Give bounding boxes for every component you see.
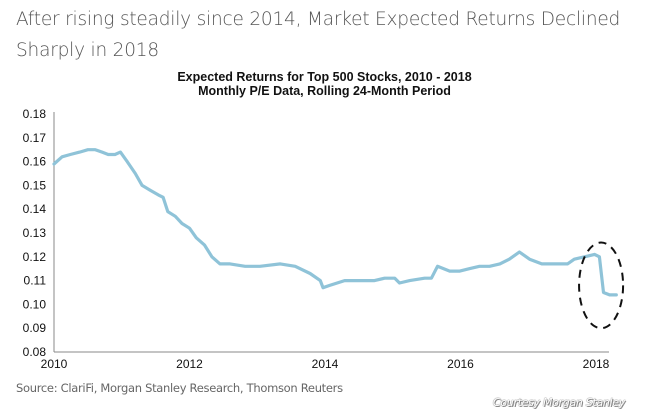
x-tick-label: 2012	[176, 357, 203, 371]
series-line	[52, 148, 618, 297]
y-tick-label: 0.09	[23, 321, 47, 335]
x-tick-label: 2010	[41, 357, 68, 371]
series-layer	[52, 148, 618, 297]
y-tick-label: 0.11	[24, 274, 47, 288]
y-tick-label: 0.17	[23, 131, 47, 145]
y-axis: 0.08 0.09 0.10 0.11 0.12 0.13 0.14 0.15 0.16 0.17…	[23, 107, 55, 359]
courtesy-watermark: Courtesy Morgan Stanley	[492, 396, 625, 409]
y-tick-label: 0.15	[23, 178, 47, 192]
y-tick-label: 0.18	[23, 107, 47, 121]
y-tick-label: 0.16	[23, 155, 47, 169]
y-tick-label: 0.08	[23, 345, 47, 359]
y-tick-label: 0.12	[23, 250, 47, 264]
headline: After rising steadily since 2014, Market…	[16, 9, 621, 61]
source-note: Source: ClariFi, Morgan Stanley Research…	[16, 381, 343, 395]
x-tick-label: 2016	[447, 357, 474, 371]
y-tick-label: 0.14	[23, 202, 47, 216]
highlight-ellipse	[578, 241, 625, 330]
y-tick-label: 0.13	[23, 226, 47, 240]
chart-subtitle: Monthly P/E Data, Rolling 24-Month Perio…	[198, 84, 451, 98]
annotation-layer	[578, 241, 625, 330]
y-tick-label: 0.10	[23, 297, 47, 311]
chart-title: Expected Returns for Top 500 Stocks, 201…	[177, 70, 472, 84]
x-axis: 2010 2012 2014 2016 2018	[41, 351, 610, 371]
x-tick-label: 2018	[583, 357, 610, 371]
x-tick-label: 2014	[312, 357, 339, 371]
